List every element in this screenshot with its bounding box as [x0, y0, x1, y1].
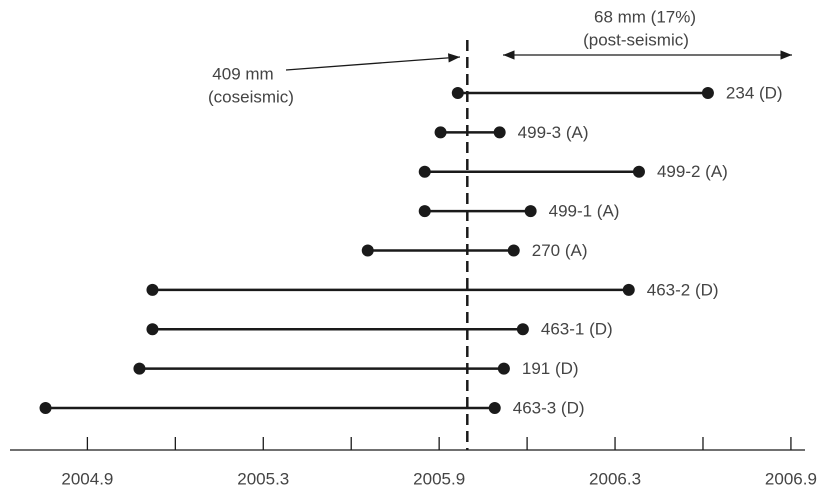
start-dot: [451, 87, 464, 99]
annotation: 409 mm: [212, 64, 273, 83]
row-label: 499-3 (A): [518, 123, 589, 142]
x-tick-label: 2006.3: [589, 469, 641, 488]
start-dot: [418, 165, 431, 178]
annotation: (post-seismic): [583, 30, 689, 49]
end-dot: [493, 126, 506, 139]
row-label: 270 (A): [532, 241, 588, 260]
end-dot: [507, 244, 520, 257]
end-dot: [622, 283, 635, 296]
end-dot: [524, 205, 537, 218]
annotation: 68 mm (17%): [594, 7, 696, 26]
row-label: 234 (D): [726, 83, 783, 102]
end-dot: [632, 165, 645, 178]
end-dot: [488, 402, 501, 414]
x-tick-label: 2004.9: [61, 469, 113, 488]
x-tick-label: 2006.9: [765, 469, 817, 488]
row-label: 191 (D): [522, 359, 579, 378]
row-label: 463-2 (D): [647, 280, 719, 299]
start-dot: [434, 126, 447, 139]
start-dot: [146, 283, 159, 296]
start-dot: [418, 205, 431, 218]
end-dot: [516, 323, 529, 336]
coseismic-arrow: [285, 53, 461, 71]
row-label: 463-3 (D): [513, 398, 585, 417]
row-label: 499-1 (A): [549, 202, 620, 221]
start-dot: [146, 323, 159, 336]
start-dot: [133, 362, 146, 375]
x-tick-label: 2005.9: [413, 469, 465, 488]
row-label: 499-2 (A): [657, 162, 728, 181]
row-label: 463-1 (D): [541, 320, 613, 339]
start-dot: [361, 244, 374, 257]
end-dot: [497, 362, 510, 375]
x-tick-label: 2005.3: [237, 469, 289, 488]
annotation: (coseismic): [208, 87, 294, 106]
end-dot: [701, 87, 714, 99]
start-dot: [39, 402, 52, 414]
